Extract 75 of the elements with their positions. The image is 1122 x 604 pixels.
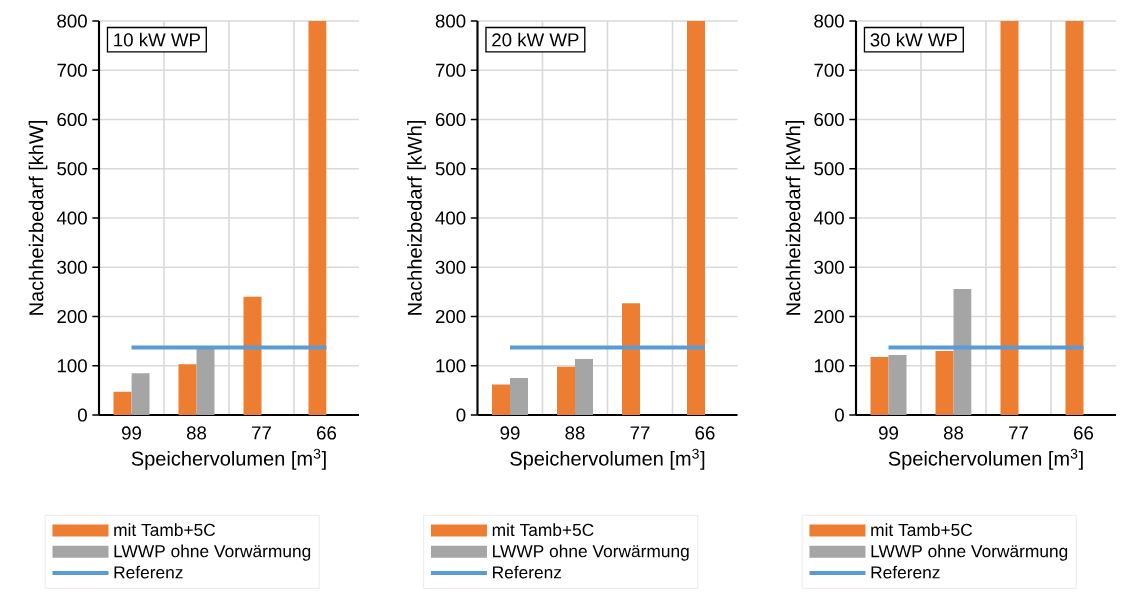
y-tick-label: 200 (57, 309, 87, 324)
x-tick-label: 99 (879, 426, 898, 440)
bar (953, 288, 972, 415)
legend-label: LWWP ohne Vorwärmung (493, 544, 689, 561)
legend-label: LWWP ohne Vorwärmung (871, 544, 1068, 561)
y-tick-label: 0 (77, 408, 87, 422)
legend-label: mit Tamb+5C (114, 523, 216, 537)
bar (113, 391, 132, 415)
y-tick-label: 400 (813, 211, 844, 225)
y-tick-label: 0 (456, 408, 466, 422)
x-tick-label: 99 (500, 426, 520, 440)
y-tick-label: 700 (57, 63, 87, 77)
x-tick-label: 66 (695, 426, 715, 440)
legend-label: LWWP ohne Vorwärmung (114, 544, 311, 561)
y-tick-label: 300 (435, 260, 466, 274)
y-tick-label: 400 (56, 211, 87, 225)
y-tick-label: 600 (57, 112, 87, 127)
x-axis-title: Speichervolumen [m$^{3}$] (131, 448, 326, 470)
x-tick-label: 99 (122, 426, 141, 440)
y-tick-label: 600 (435, 112, 466, 127)
y-tick-label: 800 (57, 14, 87, 28)
y-tick-label: 100 (814, 359, 844, 373)
bar (243, 296, 262, 415)
x-tick-label: 88 (943, 426, 964, 440)
y-tick-label: 400 (435, 211, 466, 225)
bar (621, 303, 640, 415)
y-tick-label: 700 (435, 63, 466, 77)
x-axis-title: Speichervolumen [m$^{3}$] (510, 448, 705, 470)
y-tick-label: 0 (834, 408, 844, 422)
bar (935, 350, 954, 415)
y-tick-label: 300 (57, 260, 87, 274)
legend-label: Referenz (114, 565, 183, 579)
legend-label: Referenz (493, 565, 562, 579)
bar (196, 347, 215, 415)
x-tick-label: 77 (252, 426, 271, 440)
bar (308, 21, 327, 415)
x-tick-label: 77 (1009, 426, 1028, 440)
y-tick-label: 300 (814, 260, 844, 274)
chart-title: 10 kW WP (114, 32, 200, 47)
y-tick-label: 200 (435, 309, 466, 324)
y-axis-title: Nachheizbedarf [kWh] (785, 121, 805, 315)
bar (178, 364, 197, 415)
bar (870, 356, 889, 415)
x-tick-label: 88 (186, 426, 207, 440)
y-tick-label: 800 (435, 14, 466, 28)
chart-title: 20 kW WP (492, 32, 579, 47)
y-tick-label: 600 (814, 112, 844, 127)
bar (1000, 21, 1019, 415)
y-tick-label: 500 (435, 162, 466, 176)
y-axis-title: Nachheizbedarf [khW] (28, 121, 48, 315)
chart-title: 30 kW WP (870, 32, 957, 47)
y-tick-label: 100 (436, 359, 466, 373)
bar (574, 358, 593, 415)
x-tick-label: 66 (317, 426, 337, 440)
x-tick-label: 66 (1074, 426, 1094, 440)
bar (557, 366, 575, 415)
bar (1065, 21, 1084, 415)
y-tick-label: 700 (814, 63, 844, 77)
x-tick-label: 88 (565, 426, 585, 440)
bar (131, 373, 150, 415)
bar (888, 354, 907, 415)
bar (510, 378, 528, 415)
x-tick-label: 77 (630, 426, 650, 440)
y-tick-label: 500 (57, 162, 87, 176)
legend-label: mit Tamb+5C (871, 523, 973, 537)
y-tick-label: 800 (814, 14, 844, 28)
y-tick-label: 500 (814, 162, 844, 176)
legend-label: mit Tamb+5C (492, 523, 594, 537)
y-axis-title: Nachheizbedarf [kWh] (407, 121, 426, 315)
bar (686, 21, 705, 415)
y-tick-label: 100 (57, 359, 87, 373)
legend-label: Referenz (871, 565, 940, 579)
y-tick-label: 200 (814, 309, 844, 324)
x-axis-title: Speichervolumen [m$^{3}$] (888, 448, 1083, 470)
bar (492, 384, 510, 415)
